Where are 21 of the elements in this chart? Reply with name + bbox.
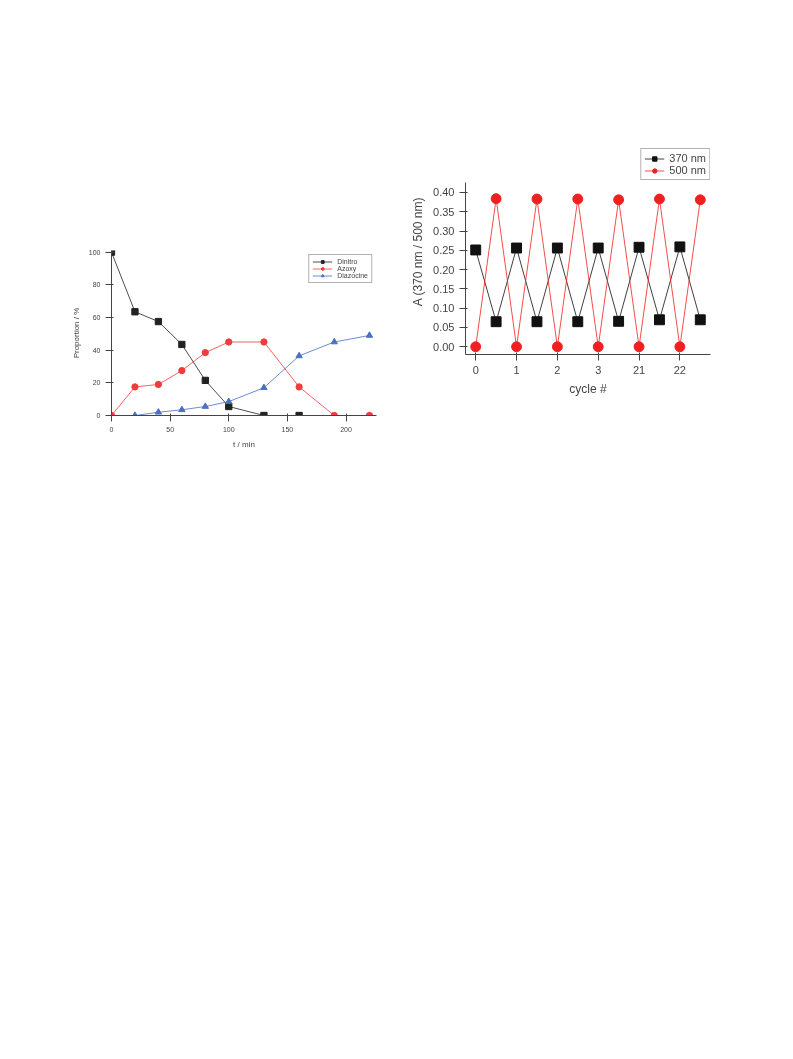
legend-label: 370 nm [669, 152, 706, 164]
x-tick-label: 22 [673, 363, 687, 376]
y-tick-label: 0.40 [433, 186, 455, 199]
x-tick-label: 21 [632, 363, 646, 376]
y-tick-label: 0.15 [433, 282, 455, 295]
x-tick-label: 2 [554, 363, 561, 376]
y-tick-label: 0.00 [433, 340, 455, 353]
x-axis-title: cycle # [569, 381, 607, 396]
y-tick-label: 0.25 [433, 244, 455, 257]
x-tick-label: 1 [513, 363, 520, 376]
legend-label: 500 nm [669, 164, 706, 176]
y-tick-label: 0.35 [433, 205, 455, 218]
x-tick-label: 0 [472, 363, 479, 376]
y-tick-label: 0.20 [433, 263, 455, 276]
y-tick-label: 0.30 [433, 225, 455, 238]
y-tick-label: 0.10 [433, 302, 455, 315]
x-tick-label: 3 [595, 363, 602, 376]
y-axis-title: Proportion / % [71, 307, 81, 359]
y-tick-label: 0.05 [433, 321, 455, 334]
x-axis-title: t / min [233, 439, 255, 449]
y-axis-title: A (370 nm / 500 nm) [411, 197, 426, 307]
